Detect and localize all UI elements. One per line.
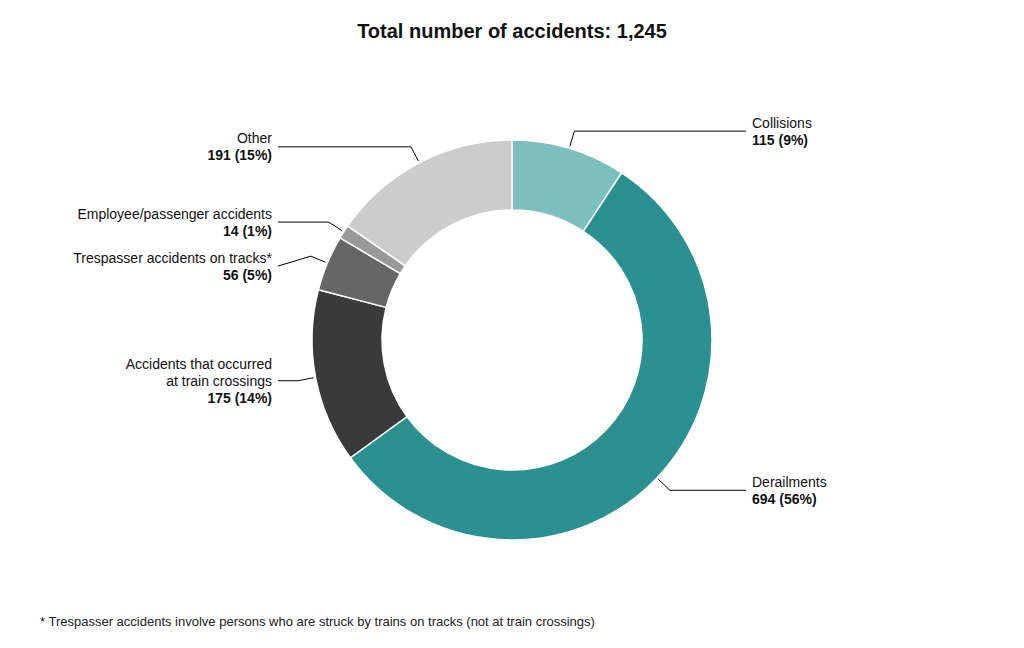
slices xyxy=(312,140,712,540)
slice-label: Collisions115 (9%) xyxy=(752,115,812,148)
slice-label: Other191 (15%) xyxy=(207,130,272,163)
leader-line xyxy=(570,131,746,146)
category-label: Collisions xyxy=(752,115,812,131)
slice xyxy=(348,140,512,266)
slice xyxy=(312,290,407,458)
value-label: 694 (56%) xyxy=(752,491,817,507)
footnote: * Trespasser accidents involve persons w… xyxy=(40,614,595,629)
slice-label: Employee/passenger accidents14 (1%) xyxy=(77,206,272,239)
value-label: 115 (9%) xyxy=(752,132,808,148)
labels: Collisions115 (9%) Derailments694 (56%) Ac… xyxy=(73,115,826,507)
leader-line xyxy=(278,256,326,266)
value-label: 14 (1%) xyxy=(223,223,272,239)
title: Total number of accidents: 1,245 xyxy=(357,20,667,42)
value-label: 56 (5%) xyxy=(223,267,272,283)
value-label: 191 (15%) xyxy=(207,147,272,163)
category-label: Accidents that occurred xyxy=(126,356,272,372)
category-label: at train crossings xyxy=(166,373,272,389)
category-label: Derailments xyxy=(752,474,827,490)
slice-label: Derailments694 (56%) xyxy=(752,474,827,507)
value-label: 175 (14%) xyxy=(207,390,272,406)
slice-label: Trespasser accidents on tracks*56 (5%) xyxy=(73,250,272,283)
leader-line xyxy=(278,147,418,161)
leader-line xyxy=(278,222,342,231)
chart: Total number of accidents: 1,245 * Trespa… xyxy=(0,0,1024,648)
leader-line xyxy=(278,378,314,381)
leader-line xyxy=(658,479,746,490)
category-label: Trespasser accidents on tracks* xyxy=(73,250,272,266)
slice-label: Accidents that occurredat train crossing… xyxy=(126,356,272,406)
category-label: Other xyxy=(237,130,272,146)
category-label: Employee/passenger accidents xyxy=(77,206,272,222)
